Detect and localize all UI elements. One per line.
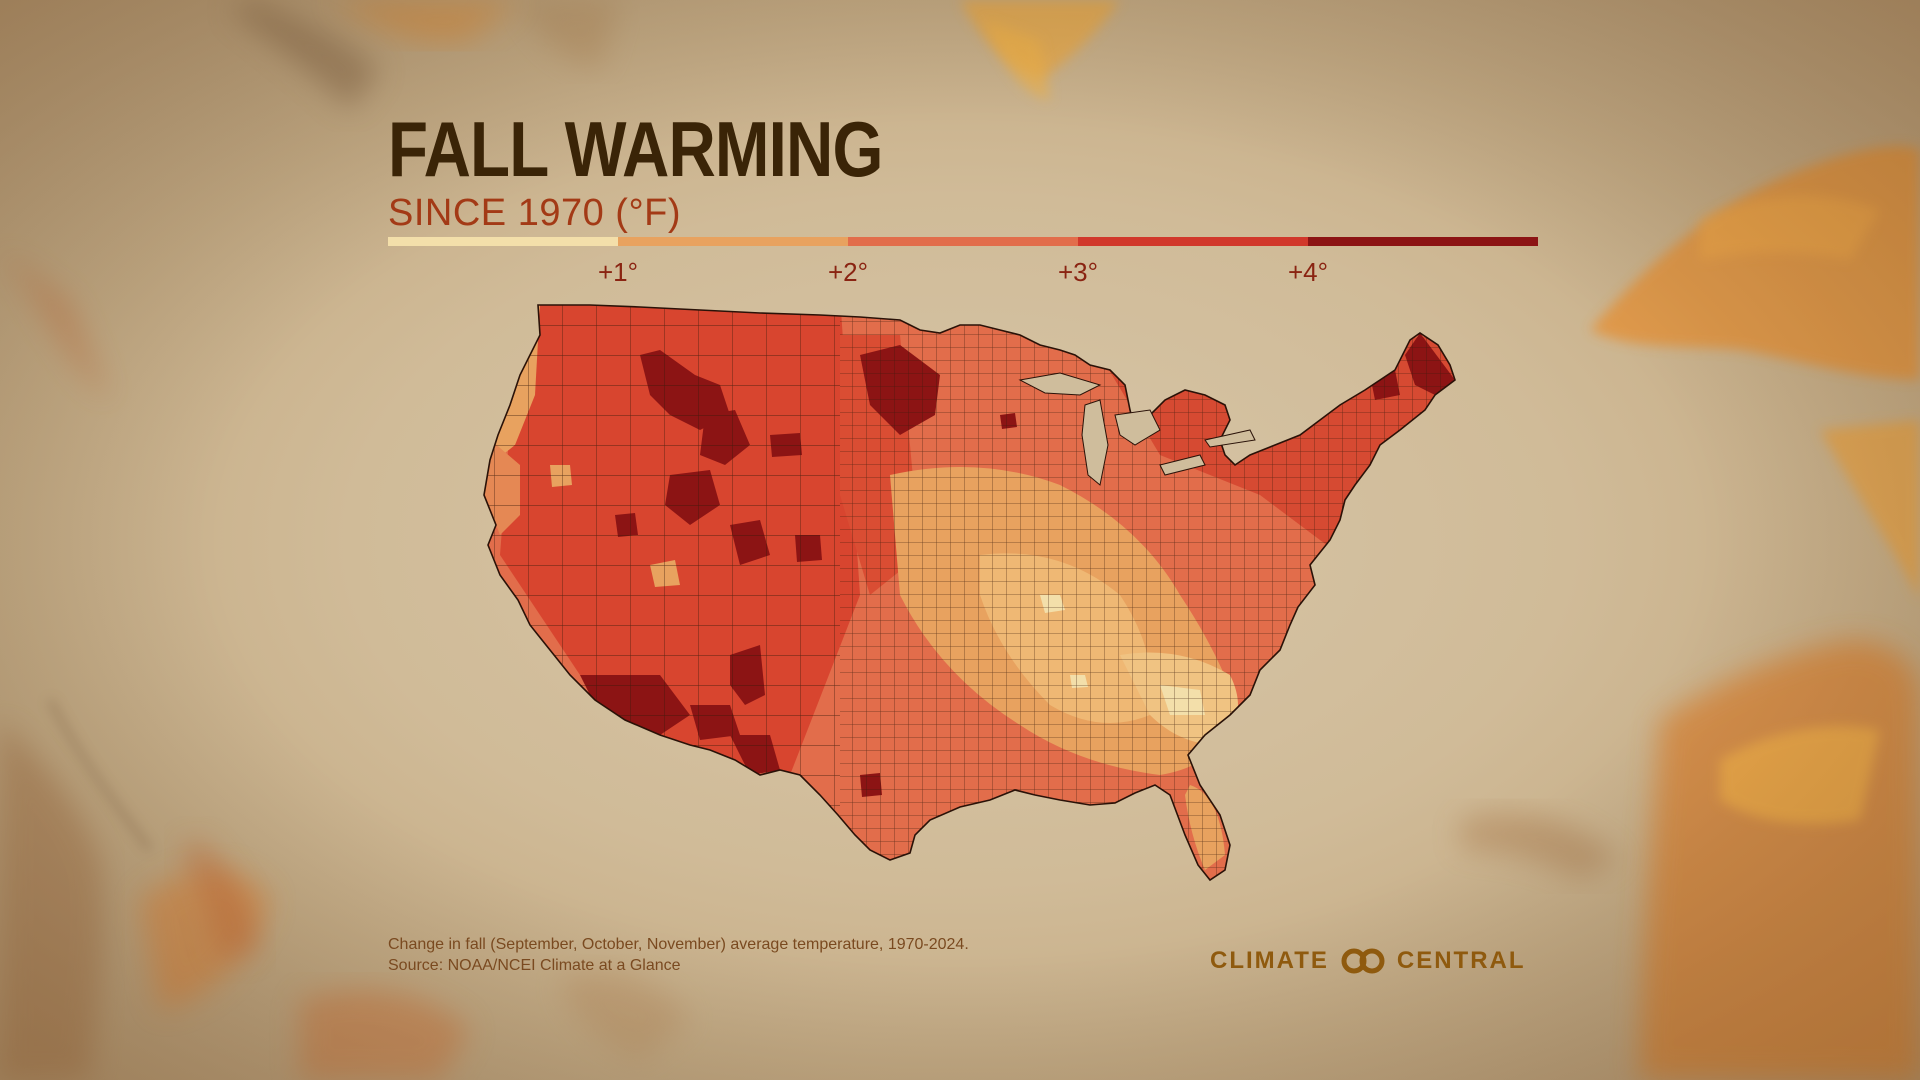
logo-text-left: CLIMATE [1210, 947, 1329, 974]
legend-segment-2 [848, 237, 1078, 246]
header: FALL WARMING SINCE 1970 (°F) [388, 110, 1538, 232]
logo-text-right: CENTRAL [1396, 947, 1526, 974]
footnote: Change in fall (September, October, Nove… [388, 934, 969, 976]
legend-label-4: +4° [1287, 257, 1329, 287]
legend-segment-4 [1308, 237, 1538, 246]
legend-label-1: +1° [597, 257, 639, 287]
legend-segment-1 [618, 237, 848, 246]
us-county-map [460, 295, 1460, 925]
legend-label-3: +3° [1057, 257, 1099, 287]
footnote-source: Source: NOAA/NCEI Climate at a Glance [388, 957, 681, 974]
legend-color-bar [388, 237, 1538, 246]
interlocking-circles-icon [1341, 948, 1385, 974]
choropleth-svg [483, 304, 1456, 881]
legend-segment-0 [388, 237, 618, 246]
legend-segment-3 [1078, 237, 1308, 246]
great-lakes [1018, 372, 1256, 486]
climate-central-logo: CLIMATE CENTRAL [1210, 944, 1540, 978]
county-fills [484, 305, 1455, 880]
map-subtitle: SINCE 1970 (°F) [388, 192, 682, 234]
color-legend: +1° +2° +3° +4° [388, 237, 1538, 297]
footnote-description: Change in fall (September, October, Nove… [388, 936, 969, 953]
legend-label-2: +2° [827, 257, 869, 287]
map-title: FALL WARMING [388, 105, 883, 193]
